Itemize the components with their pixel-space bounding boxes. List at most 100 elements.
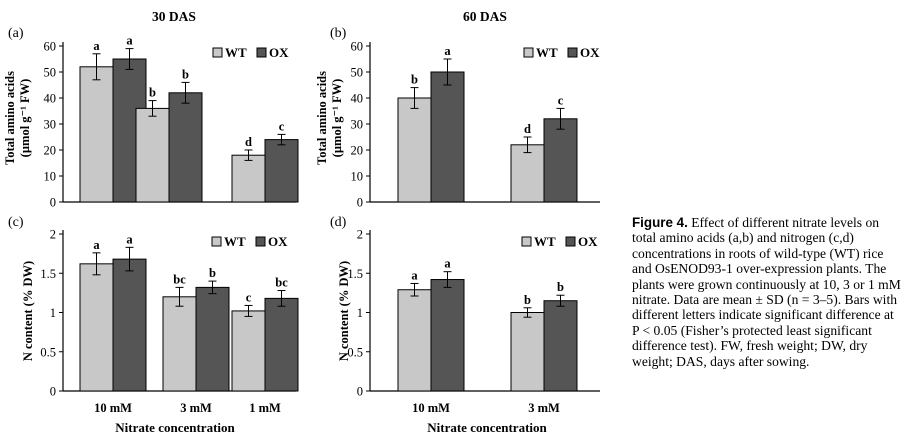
- y-tick-label: 30: [44, 118, 57, 132]
- significance-letter: b: [182, 67, 189, 81]
- y-tick-label: 40: [44, 92, 57, 106]
- bar-wt: [231, 310, 266, 392]
- y-tick-label: 0: [50, 196, 56, 210]
- y-tick-label: 60: [44, 40, 57, 54]
- panel-c: (c) N content (% DW) 0 0.5 1 1.5 2 a a 10 mM bc b 3 …: [8, 215, 299, 435]
- legend-swatch-ox: [255, 236, 266, 247]
- y-tick-label: 20: [44, 144, 57, 158]
- legend-swatch-wt: [523, 47, 534, 58]
- legend-label-ox: OX: [578, 234, 598, 249]
- legend-swatch-ox: [565, 236, 576, 247]
- significance-letter: c: [558, 93, 564, 107]
- category-label: 10 mM: [412, 401, 450, 415]
- panel-label: (a): [8, 26, 24, 41]
- y-tick-label: 20: [351, 144, 364, 158]
- caption-text: Effect of different nitrate levels on to…: [632, 215, 901, 369]
- category-label: 3 mM: [528, 401, 560, 415]
- legend-label-wt: WT: [536, 45, 558, 60]
- bar-ox: [430, 279, 465, 392]
- legend-label-wt: WT: [224, 234, 246, 249]
- bar-ox: [430, 71, 465, 203]
- panel-b: (b) Total amino acids(µmol g⁻¹ FW) 0 10 20 30…: [315, 26, 600, 210]
- significance-letter: b: [149, 86, 156, 100]
- y-axis-label-line: (µmol g⁻¹ FW): [330, 79, 344, 158]
- significance-letter: a: [93, 39, 100, 53]
- legend-label-ox: OX: [580, 45, 600, 60]
- bar-wt: [79, 263, 114, 392]
- significance-letter: a: [126, 232, 133, 246]
- panel-label: (c): [8, 215, 24, 230]
- bar-ox: [264, 139, 299, 203]
- y-tick-label: 0.5: [347, 345, 363, 359]
- significance-letter: b: [557, 280, 564, 294]
- bar-ox: [195, 286, 230, 392]
- y-tick-label: 10: [44, 170, 57, 184]
- panel-label: (b): [330, 26, 347, 41]
- y-tick-label: 1.5: [347, 267, 363, 281]
- panel-a: (a) Total amino acids(µmol g⁻¹ FW) 0 10 20 30…: [3, 26, 299, 210]
- significance-letter: c: [246, 290, 252, 304]
- legend-label-ox: OX: [268, 234, 288, 249]
- significance-letter: a: [411, 268, 418, 282]
- y-axis-label-line: Total amino acids: [315, 71, 329, 165]
- y-tick-label: 0: [357, 385, 363, 399]
- y-tick-label: 2: [50, 228, 56, 242]
- y-tick-label: 2: [357, 228, 363, 242]
- y-tick-label: 1.5: [40, 267, 56, 281]
- bar-wt: [510, 312, 545, 392]
- y-tick-label: 50: [44, 66, 57, 80]
- bar-ox: [112, 258, 147, 392]
- y-tick-label: 0: [357, 196, 363, 210]
- column-title-60das: 60 DAS: [463, 9, 507, 24]
- significance-letter: a: [93, 238, 100, 252]
- significance-letter: a: [444, 44, 451, 58]
- figure-caption: Figure 4. Effect of different nitrate le…: [632, 215, 902, 369]
- significance-letter: a: [126, 34, 133, 48]
- significance-letter: b: [209, 266, 216, 280]
- significance-letter: bc: [275, 276, 288, 290]
- significance-letter: b: [524, 293, 531, 307]
- category-label: 10 mM: [94, 401, 132, 415]
- y-axis-label-line: (µmol g⁻¹ FW): [18, 79, 32, 158]
- x-axis-title: Nitrate concentration: [115, 420, 235, 435]
- legend-label-ox: OX: [269, 45, 289, 60]
- category-label: 3 mM: [180, 401, 212, 415]
- bar-wt: [135, 107, 170, 203]
- legend-swatch-wt: [211, 236, 222, 247]
- significance-letter: a: [444, 257, 451, 271]
- y-tick-label: 50: [351, 66, 364, 80]
- panel-label: (d): [330, 215, 347, 230]
- bar-wt: [79, 66, 114, 203]
- legend-swatch-ox: [567, 47, 578, 58]
- bar-wt: [397, 289, 432, 392]
- y-axis-label: Total amino acids(µmol g⁻¹ FW): [315, 71, 344, 165]
- y-tick-label: 0: [50, 385, 56, 399]
- legend-swatch-ox: [256, 47, 267, 58]
- y-axis-label: N content (% DW): [21, 261, 35, 361]
- category-label: 1 mM: [249, 401, 281, 415]
- y-axis-label-line: Total amino acids: [3, 71, 17, 165]
- significance-letter: c: [279, 119, 285, 133]
- y-tick-label: 40: [351, 92, 364, 106]
- caption-label: Figure 4.: [632, 215, 688, 230]
- panel-d: (d) N content (% DW) 0 0.5 1 1.5 2 a a 10 mM b b 3 m…: [330, 215, 600, 435]
- legend-label-wt: WT: [225, 45, 247, 60]
- y-axis-label: N content (% DW): [337, 261, 351, 361]
- significance-letter: d: [524, 122, 531, 136]
- y-tick-label: 1: [357, 306, 363, 320]
- bar-wt: [397, 97, 432, 203]
- significance-letter: b: [411, 73, 418, 87]
- bar-ox: [543, 118, 578, 203]
- y-tick-label: 60: [351, 40, 364, 54]
- legend-swatch-wt: [212, 47, 223, 58]
- bar-wt: [231, 154, 266, 203]
- bar-wt: [162, 296, 197, 392]
- x-axis-title: Nitrate concentration: [427, 420, 547, 435]
- bar-wt: [510, 144, 545, 203]
- significance-letter: bc: [173, 272, 186, 286]
- y-tick-label: 30: [351, 118, 364, 132]
- column-title-30das: 30 DAS: [152, 9, 196, 24]
- significance-letter: d: [245, 135, 252, 149]
- bar-ox: [168, 92, 203, 203]
